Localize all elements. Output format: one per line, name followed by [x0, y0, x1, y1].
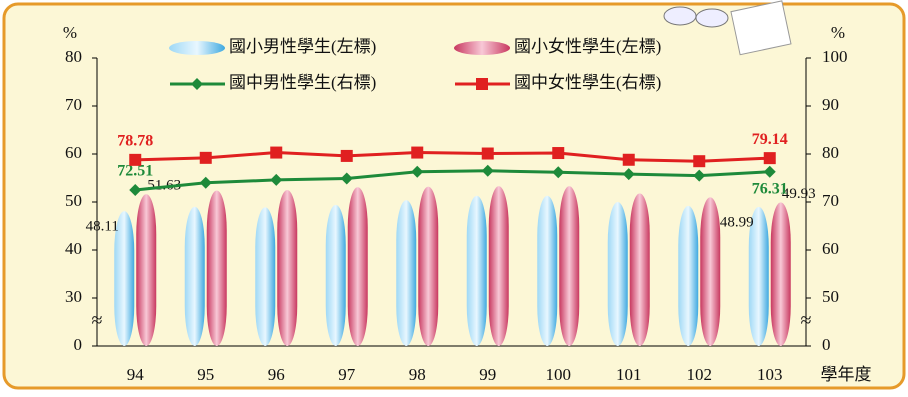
marker: [270, 146, 283, 159]
data-label: 72.51: [117, 163, 153, 180]
marker: [270, 173, 283, 186]
bar: [418, 186, 439, 346]
bar: [770, 202, 791, 346]
bar: [136, 194, 157, 346]
data-label: 49.93: [782, 186, 816, 202]
bar: [488, 186, 509, 346]
bar: [466, 195, 487, 346]
bar: [325, 204, 346, 346]
marker: [622, 153, 635, 166]
data-label: 76.31: [752, 180, 788, 197]
bar: [347, 187, 368, 346]
data-label: 78.78: [117, 133, 153, 150]
y2-tick-label: 60: [822, 239, 839, 258]
marker: [693, 155, 706, 168]
axis-break: ≈: [92, 310, 103, 332]
line: [135, 169, 770, 192]
y-axis-unit: %: [63, 23, 77, 42]
y-tick-label: 60: [65, 143, 82, 162]
marker: [340, 149, 353, 162]
y-tick-label: 80: [65, 47, 82, 66]
legend-label: 國小女性學生(左標): [514, 37, 661, 56]
marker: [763, 152, 776, 165]
x-tick-label: 99: [479, 365, 496, 384]
x-tick-label: 101: [616, 365, 642, 384]
y-tick-label: 30: [65, 287, 82, 306]
x-tick-label: 94: [127, 365, 145, 384]
y-tick-label: 70: [65, 95, 82, 114]
marker: [693, 169, 706, 182]
marker: [763, 165, 776, 178]
y2-tick-label: 50: [822, 287, 839, 306]
marker: [411, 146, 424, 159]
marker: [199, 176, 212, 189]
bar: [559, 186, 580, 346]
y-tick-label: 0: [74, 335, 83, 354]
y-tick-label: 40: [65, 239, 82, 258]
marker: [411, 165, 424, 178]
bar: [700, 197, 721, 346]
legend-label: 國小男性學生(左標): [229, 37, 376, 56]
data-label: 79.14: [752, 131, 788, 148]
x-tick-label: 98: [409, 365, 426, 384]
y2-tick-label: 80: [822, 143, 839, 162]
y2-tick-label: 70: [822, 191, 839, 210]
marker: [622, 168, 635, 181]
marker: [199, 151, 212, 164]
line: [135, 151, 770, 163]
y2-tick-label: 100: [822, 47, 848, 66]
legend-marker: [476, 78, 488, 90]
x-tick-label: 100: [546, 365, 572, 384]
legend-swatch: [169, 41, 225, 55]
data-label: 48.99: [720, 214, 754, 230]
bar: [206, 190, 227, 346]
bar: [184, 206, 205, 346]
marker: [129, 153, 142, 166]
bar: [678, 205, 699, 346]
legend-label: 國中男性學生(右標): [229, 73, 376, 92]
bar: [255, 207, 276, 346]
axis-break: ≈: [801, 310, 812, 332]
y2-axis-unit: %: [831, 23, 845, 42]
x-axis-title: 學年度: [821, 365, 872, 384]
y2-tick-label: 0: [822, 335, 831, 354]
x-tick-label: 103: [757, 365, 783, 384]
marker: [481, 164, 494, 177]
x-tick-label: 96: [268, 365, 285, 384]
glasses-decoration: [663, 0, 792, 56]
legend-marker: [191, 78, 203, 90]
marker: [481, 147, 494, 160]
marker: [552, 147, 565, 160]
x-tick-label: 95: [197, 365, 214, 384]
bar: [277, 190, 298, 346]
bar: [629, 193, 650, 346]
bar: [748, 206, 769, 346]
x-tick-label: 102: [687, 365, 713, 384]
y-tick-label: 50: [65, 191, 82, 210]
legend-label: 國中女性學生(右標): [514, 73, 661, 92]
bar: [396, 200, 417, 346]
bar: [607, 202, 628, 346]
legend-swatch: [454, 41, 510, 55]
marker: [129, 183, 142, 196]
x-tick-label: 97: [338, 365, 356, 384]
y2-tick-label: 90: [822, 95, 839, 114]
data-label: 48.11: [86, 219, 119, 235]
marker: [552, 166, 565, 179]
bar: [114, 211, 135, 346]
bar: [537, 195, 558, 346]
marker: [340, 172, 353, 185]
